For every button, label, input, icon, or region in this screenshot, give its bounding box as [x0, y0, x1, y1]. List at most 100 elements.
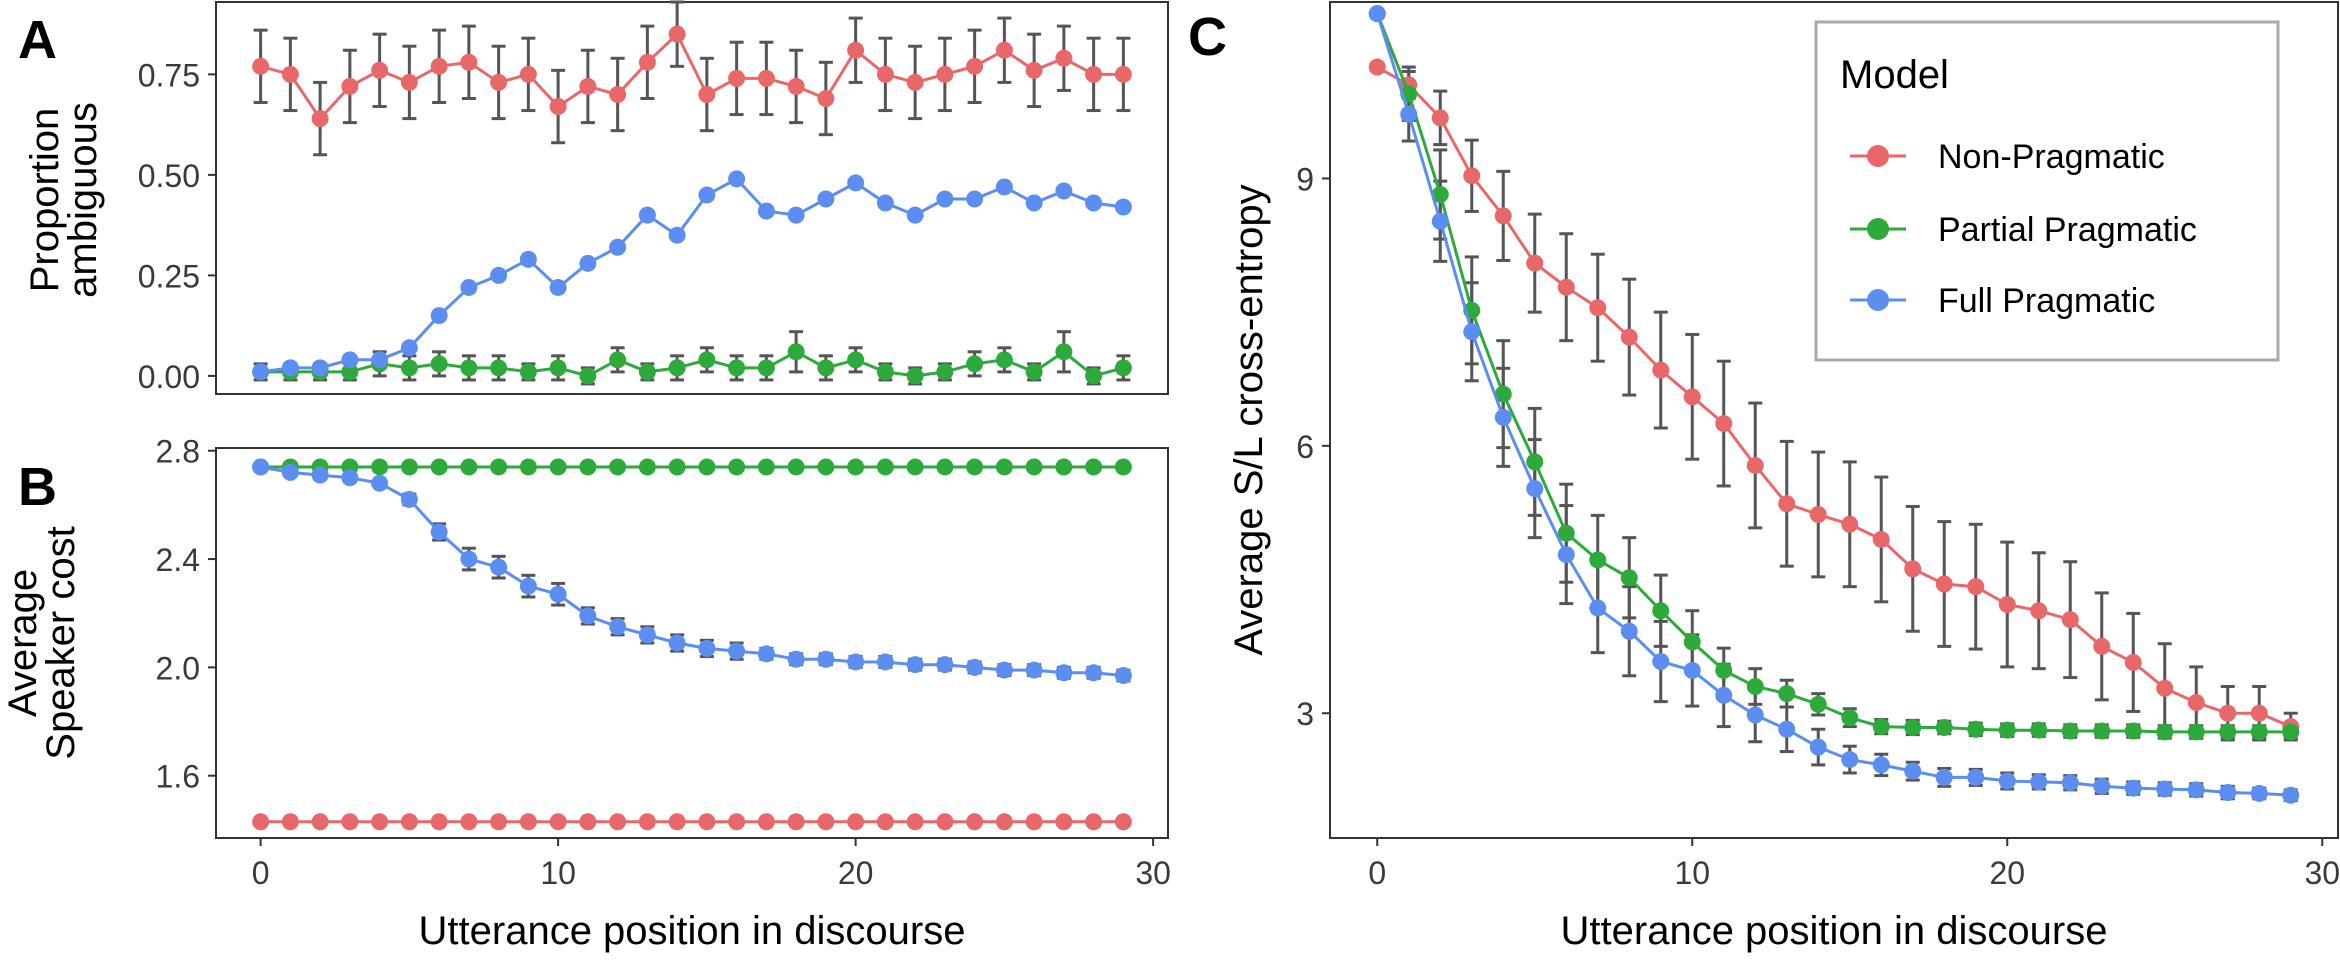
x-tick-label: 0: [252, 855, 270, 891]
data-point-partial-pragmatic: [936, 363, 954, 381]
data-point-partial-pragmatic: [787, 458, 805, 476]
panel-b-xlabel: Utterance position in discourse: [419, 909, 966, 953]
data-point-partial-pragmatic: [2030, 721, 2048, 739]
data-point-partial-pragmatic: [519, 363, 537, 381]
data-point-non-pragmatic: [1085, 813, 1103, 831]
data-point-full-pragmatic: [549, 585, 567, 603]
data-point-full-pragmatic: [668, 634, 686, 652]
panel-c: 369 0 10 20 30 C Average S/L cross-entropy …: [1188, 1, 2340, 953]
panel-a-ylabel-line1: Proportion: [23, 108, 67, 293]
data-point-partial-pragmatic: [2061, 722, 2079, 740]
data-point-non-pragmatic: [2061, 611, 2079, 629]
data-point-non-pragmatic: [430, 57, 448, 75]
data-point-full-pragmatic: [490, 558, 508, 576]
data-point-full-pragmatic: [341, 469, 359, 487]
data-point-partial-pragmatic: [847, 351, 865, 369]
data-point-full-pragmatic: [817, 650, 835, 668]
data-point-full-pragmatic: [341, 351, 359, 369]
data-point-non-pragmatic: [906, 813, 924, 831]
x-tick-label: 30: [2304, 855, 2340, 891]
data-point-non-pragmatic: [1841, 515, 1859, 533]
data-point-full-pragmatic: [698, 186, 716, 204]
data-point-full-pragmatic: [1368, 5, 1386, 23]
data-point-partial-pragmatic: [1055, 343, 1073, 361]
data-point-full-pragmatic: [668, 226, 686, 244]
data-point-non-pragmatic: [1368, 58, 1386, 76]
data-point-non-pragmatic: [728, 813, 746, 831]
data-point-partial-pragmatic: [430, 355, 448, 373]
panel-b: 1.6 2.0 2.4 2.8 0 10 20 30 B Average Speaker c…: [1, 434, 1171, 953]
y-tick-label: 0.00: [138, 359, 200, 395]
data-point-non-pragmatic: [847, 813, 865, 831]
data-point-partial-pragmatic: [1431, 186, 1449, 204]
data-point-full-pragmatic: [1114, 667, 1132, 684]
data-point-partial-pragmatic: [1589, 551, 1607, 569]
data-point-non-pragmatic: [281, 813, 299, 831]
data-point-partial-pragmatic: [995, 458, 1013, 476]
data-point-full-pragmatic: [936, 656, 954, 674]
data-point-non-pragmatic: [1494, 207, 1512, 225]
legend-item-partial-pragmatic: Partial Pragmatic: [1850, 211, 2197, 249]
panel-c-plot: [1368, 5, 2300, 804]
data-point-full-pragmatic: [519, 250, 537, 268]
data-point-non-pragmatic: [1055, 813, 1073, 831]
data-point-full-pragmatic: [995, 661, 1013, 679]
data-point-full-pragmatic: [460, 278, 478, 296]
data-point-partial-pragmatic: [966, 355, 984, 373]
data-point-non-pragmatic: [2124, 653, 2142, 671]
data-point-non-pragmatic: [995, 813, 1013, 831]
legend-marker-full-pragmatic: [1867, 289, 1889, 311]
data-point-partial-pragmatic: [787, 343, 805, 361]
data-point-full-pragmatic: [2030, 773, 2048, 791]
data-point-partial-pragmatic: [519, 458, 537, 476]
data-point-full-pragmatic: [430, 307, 448, 325]
data-point-non-pragmatic: [638, 813, 656, 831]
data-point-non-pragmatic: [579, 813, 597, 831]
data-point-full-pragmatic: [936, 190, 954, 208]
data-point-partial-pragmatic: [490, 458, 508, 476]
data-point-partial-pragmatic: [2187, 723, 2205, 741]
data-point-non-pragmatic: [460, 813, 478, 831]
y-tick-label: 9: [1296, 161, 1314, 197]
data-point-partial-pragmatic: [1025, 363, 1043, 381]
data-point-full-pragmatic: [400, 490, 418, 508]
panel-c-xlabel: Utterance position in discourse: [1561, 909, 2108, 953]
data-point-partial-pragmatic: [1935, 718, 1953, 736]
data-point-non-pragmatic: [341, 813, 359, 831]
data-point-non-pragmatic: [281, 65, 299, 83]
legend-label-partial-pragmatic: Partial Pragmatic: [1938, 211, 2197, 249]
data-point-full-pragmatic: [1746, 706, 1764, 724]
data-point-non-pragmatic: [817, 813, 835, 831]
data-point-partial-pragmatic: [1809, 695, 1827, 713]
data-point-partial-pragmatic: [1114, 359, 1132, 377]
data-point-partial-pragmatic: [2124, 722, 2142, 740]
data-point-partial-pragmatic: [2219, 723, 2237, 741]
legend-marker-non-pragmatic: [1867, 145, 1889, 167]
data-point-partial-pragmatic: [817, 458, 835, 476]
data-point-full-pragmatic: [1998, 772, 2016, 790]
data-point-partial-pragmatic: [757, 359, 775, 377]
data-point-non-pragmatic: [787, 813, 805, 831]
panel-a-y-axis: 0.00 0.25 0.50 0.75: [138, 57, 216, 395]
data-point-full-pragmatic: [1025, 194, 1043, 212]
panel-a-plot: [252, 0, 1132, 386]
data-point-partial-pragmatic: [609, 458, 627, 476]
data-point-full-pragmatic: [1114, 198, 1132, 216]
data-point-non-pragmatic: [1683, 388, 1701, 406]
data-point-full-pragmatic: [252, 458, 270, 476]
data-point-partial-pragmatic: [1055, 458, 1073, 476]
data-point-partial-pragmatic: [400, 359, 418, 377]
data-point-full-pragmatic: [1055, 182, 1073, 200]
data-point-full-pragmatic: [787, 650, 805, 668]
data-point-non-pragmatic: [966, 57, 984, 75]
legend-label-full-pragmatic: Full Pragmatic: [1938, 282, 2155, 320]
data-point-non-pragmatic: [817, 89, 835, 107]
data-point-full-pragmatic: [698, 639, 716, 657]
data-point-non-pragmatic: [1904, 560, 1922, 578]
data-point-non-pragmatic: [995, 41, 1013, 59]
legend: Model Non-Pragmatic Partial Pragmatic Fu…: [1814, 20, 2280, 362]
data-point-non-pragmatic: [906, 73, 924, 91]
data-point-full-pragmatic: [876, 653, 894, 671]
data-point-partial-pragmatic: [1025, 458, 1043, 476]
data-point-partial-pragmatic: [490, 359, 508, 377]
